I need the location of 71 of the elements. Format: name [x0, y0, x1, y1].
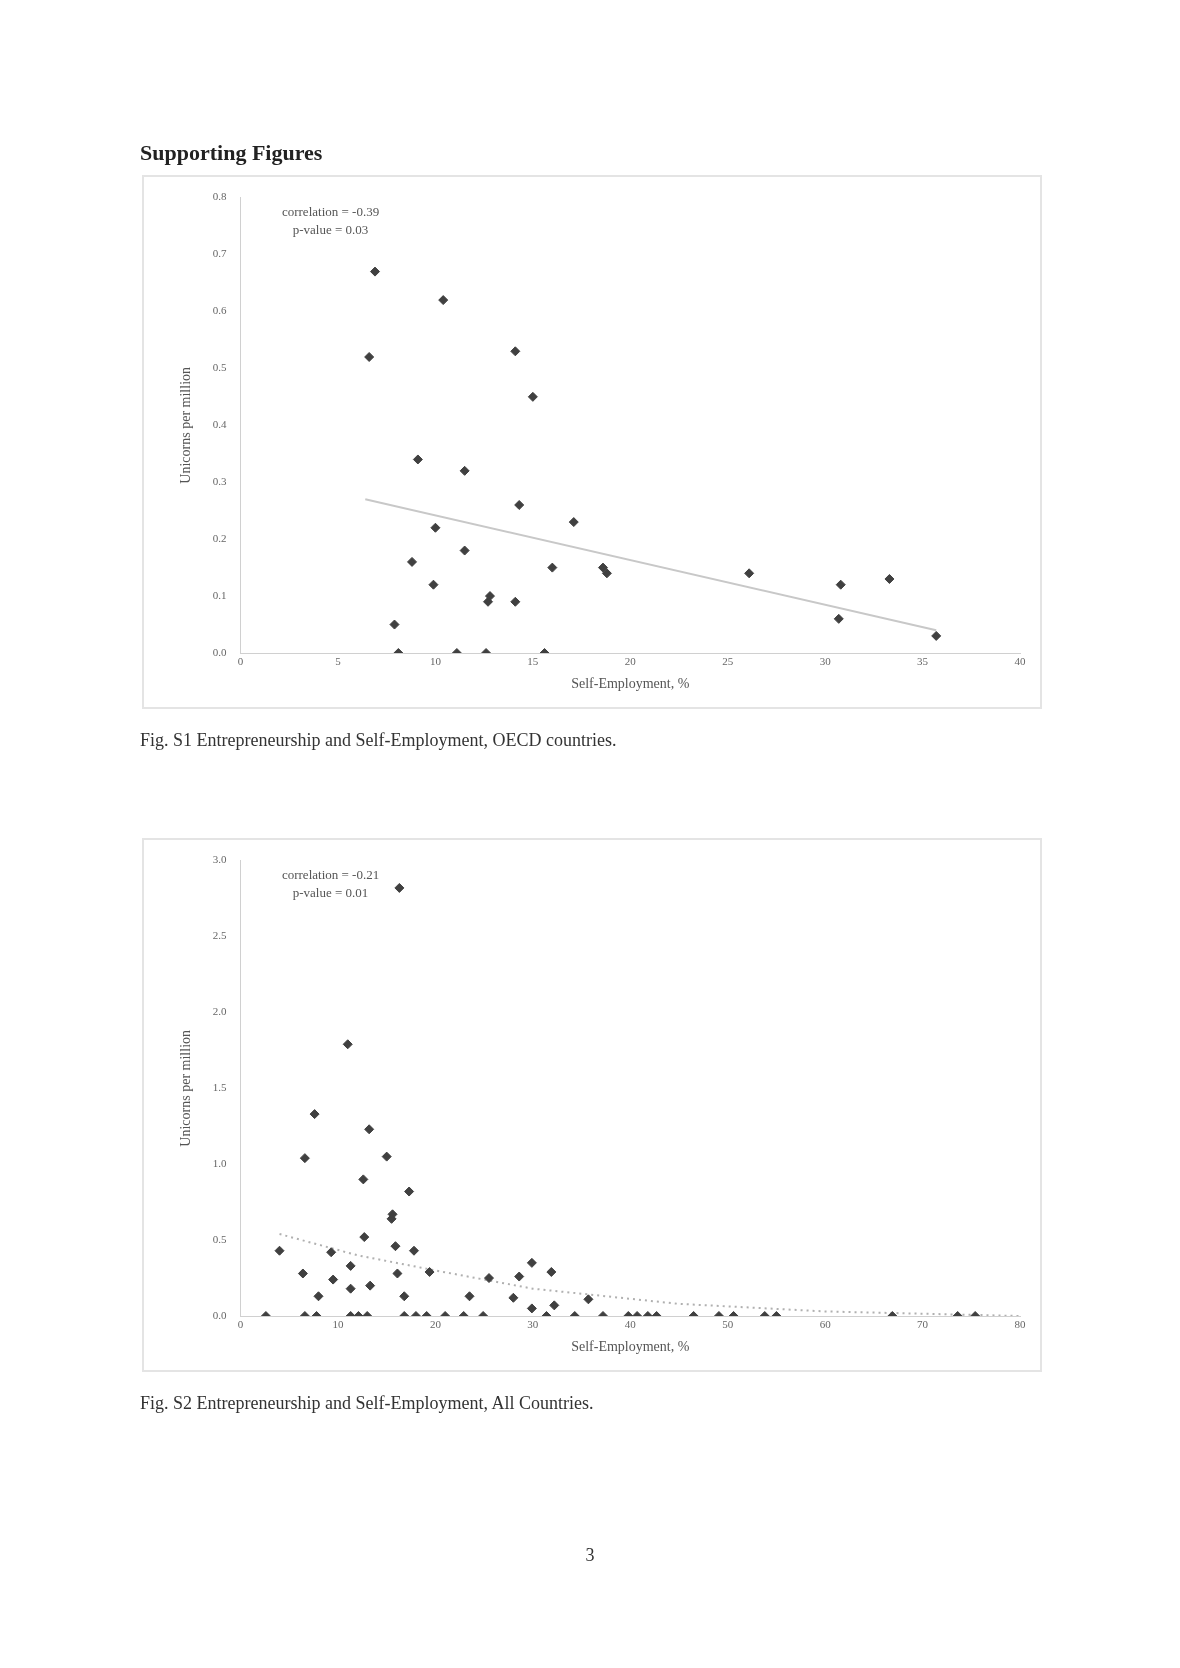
- annotation: p-value = 0.03: [292, 221, 369, 237]
- y-tick-label: 1.5: [212, 1081, 228, 1094]
- point: [364, 351, 375, 362]
- x-tick-label: 15: [527, 655, 539, 668]
- point: [389, 619, 400, 630]
- x-tick-label: 60: [819, 1318, 832, 1331]
- point: [510, 596, 521, 607]
- y-tick-label: 0.3: [212, 475, 228, 488]
- y-axis-title: Unicorns per million: [178, 366, 194, 484]
- y-tick-label: 0.0: [212, 1308, 228, 1321]
- text: 3: [584, 1545, 596, 1566]
- chart-title: Supporting Figures: [140, 140, 323, 166]
- y-tick-label: 0.8: [212, 190, 228, 203]
- point: [931, 630, 942, 641]
- x-tick-label: 0: [237, 1318, 244, 1331]
- y-tick-label: 2.0: [212, 1005, 228, 1018]
- point: [744, 568, 755, 579]
- y-tick-label: 2.5: [212, 929, 228, 942]
- point: [430, 522, 441, 533]
- point: [412, 454, 423, 465]
- y-tick-label: 3.0: [212, 853, 228, 866]
- point: [597, 562, 608, 573]
- caption: Fig. S1 Entrepreneurship and Self-Employment, OECD countries.: [140, 730, 617, 751]
- x-tick-label: 30: [819, 655, 832, 668]
- x-tick-label: 10: [332, 1318, 344, 1331]
- x-tick-label: 20: [624, 655, 637, 668]
- point: [547, 562, 558, 573]
- caption: Fig. S2 Entrepreneurship and Self-Employment, All Countries.: [140, 1393, 594, 1414]
- line-series: [278, 1233, 1020, 1316]
- point: [459, 545, 470, 556]
- y-tick-label: 0.2: [212, 532, 227, 545]
- annotation: correlation = -0.21: [281, 866, 380, 882]
- x-axis-title: Self-Employment, %: [571, 1339, 690, 1355]
- point: [438, 295, 449, 306]
- point: [527, 391, 538, 402]
- y-tick-label: 0.7: [212, 247, 228, 260]
- point: [601, 568, 612, 579]
- point: [514, 500, 525, 510]
- point: [510, 346, 521, 357]
- point: [407, 556, 418, 567]
- y-tick-label: 0.4: [212, 418, 228, 431]
- y-tick-label: 0.5: [212, 1232, 228, 1245]
- point: [428, 579, 439, 590]
- point: [568, 517, 579, 528]
- x-tick-label: 35: [917, 655, 929, 668]
- x-tick-label: 50: [722, 1318, 734, 1331]
- x-tick-label: 5: [335, 655, 342, 668]
- annotation: p-value = 0.01: [292, 884, 369, 900]
- point: [459, 465, 470, 476]
- point: [833, 613, 844, 624]
- x-axis-title: Self-Employment, %: [571, 676, 690, 692]
- x-tick-label: 0: [237, 655, 244, 668]
- x-tick-label: 40: [1014, 655, 1026, 668]
- y-tick-label: 1.0: [212, 1157, 228, 1170]
- y-tick-label: 0.5: [212, 361, 228, 374]
- point: [370, 266, 381, 277]
- point: [884, 574, 895, 584]
- x-tick-label: 70: [917, 1318, 929, 1331]
- x-tick-label: 40: [624, 1318, 637, 1331]
- x-tick-label: 80: [1014, 1318, 1026, 1331]
- x-tick-label: 30: [527, 1318, 539, 1331]
- annotation: correlation = -0.39: [281, 203, 380, 219]
- y-tick-label: 0.6: [212, 304, 228, 317]
- x-tick-label: 10: [429, 655, 442, 668]
- y-tick-label: 0.0: [212, 645, 228, 658]
- point: [835, 579, 846, 590]
- y-tick-label: 0.1: [212, 588, 227, 601]
- y-axis-title: Unicorns per million: [178, 1029, 194, 1147]
- x-tick-label: 20: [429, 1318, 442, 1331]
- x-tick-label: 25: [722, 655, 734, 668]
- point: [483, 596, 494, 607]
